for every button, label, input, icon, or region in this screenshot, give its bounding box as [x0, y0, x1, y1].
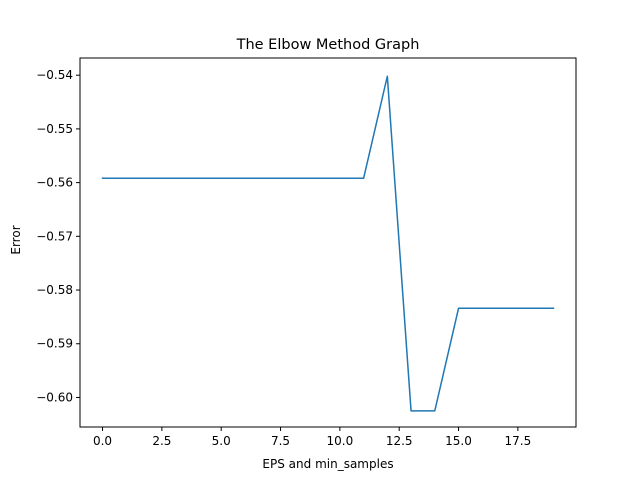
x-tick-label: 12.5 — [386, 434, 413, 448]
y-axis-label: Error — [9, 225, 23, 254]
y-tick-label: −0.55 — [36, 122, 73, 136]
y-tick-label: −0.58 — [36, 283, 73, 297]
x-tick-label: 2.5 — [152, 434, 171, 448]
y-tick-label: −0.56 — [36, 176, 73, 190]
y-tick-label: −0.59 — [36, 337, 73, 351]
x-axis-label: EPS and min_samples — [262, 457, 393, 471]
plot-area: 0.0 2.5 5.0 7.5 10.0 12.5 15.0 17.5 −0.54 −0.55 −0… — [36, 57, 577, 448]
series-line-0 — [101, 75, 555, 412]
y-tick-label: −0.57 — [36, 229, 73, 243]
x-tick-label: 10.0 — [327, 434, 354, 448]
y-tick-label: −0.60 — [36, 390, 73, 404]
x-tick-label: 15.0 — [445, 434, 472, 448]
x-tick-label: 5.0 — [212, 434, 231, 448]
axes-frame — [79, 57, 577, 428]
x-tick-label: 0.0 — [93, 434, 112, 448]
y-tick-label: −0.54 — [36, 68, 73, 82]
x-tick-label: 7.5 — [271, 434, 290, 448]
x-tick-label: 17.5 — [504, 434, 531, 448]
chart-title: The Elbow Method Graph — [236, 37, 420, 53]
